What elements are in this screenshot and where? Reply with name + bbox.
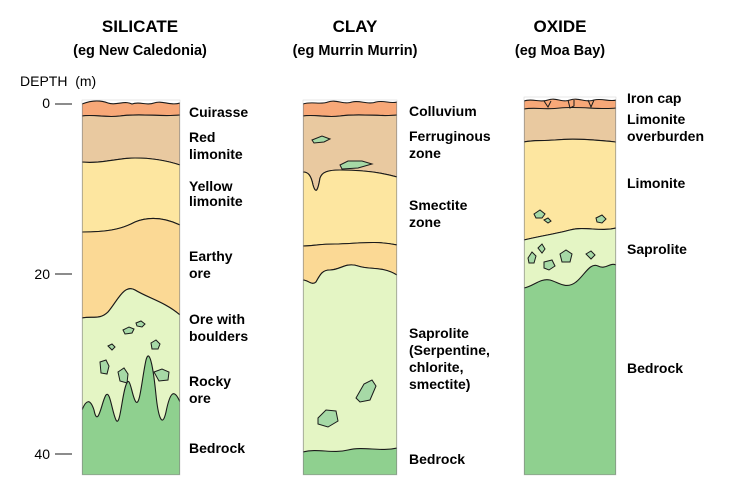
label-smectite-zone: Smectite zone [409, 197, 468, 230]
oxide-subtitle: (eg Moa Bay) [514, 43, 606, 59]
depth-axis-label: DEPTH (m) [20, 73, 97, 89]
label-earthy-ore: Earthy ore [189, 248, 233, 281]
oxide-title: OXIDE [533, 17, 587, 36]
silicate-subtitle: (eg New Caledonia) [73, 43, 207, 59]
label-cuirasse: Cuirasse [189, 104, 249, 120]
silicate-title: SILICATE [101, 17, 179, 36]
label-yellow-limonite: Yellow limonite [189, 178, 243, 209]
label-silicate-bedrock: Bedrock [189, 440, 246, 456]
label-ferruginous-zone: Ferruginous zone [409, 128, 491, 161]
clay-profile [302, 99, 398, 476]
oxide-iron-cap-fragments [543, 99, 595, 109]
label-rocky-ore: Rocky ore [189, 373, 232, 406]
silicate-cuirasse-layer [82, 100, 180, 118]
silicate-profile [81, 99, 181, 476]
silicate-red-limonite-layer [82, 114, 180, 166]
label-iron-cap: Iron cap [627, 90, 682, 106]
depth-tick-marks [55, 103, 72, 455]
label-clay-bedrock: Bedrock [409, 451, 466, 467]
oxide-bedrock-layer [524, 263, 616, 475]
label-colluvium: Colluvium [409, 103, 477, 119]
silicate-bedrock-layer [82, 355, 180, 475]
depth-tick-0: 0 [42, 95, 50, 111]
oxide-limonite-layer [524, 138, 616, 241]
clay-saprolite-layer [303, 264, 397, 475]
depth-tick-20: 20 [34, 266, 50, 282]
oxide-limonite-overburden-layer [524, 103, 616, 143]
label-oxide-bedrock: Bedrock [627, 360, 684, 376]
label-red-limonite: Red limonite [189, 129, 243, 162]
depth-tick-40: 40 [34, 446, 50, 462]
label-limonite-overburden: Limonite overburden [627, 111, 705, 144]
oxide-boulders [527, 209, 607, 271]
clay-title: CLAY [332, 17, 378, 36]
label-oxide-saprolite: Saprolite [627, 241, 687, 257]
silicate-boulders [99, 320, 170, 384]
clay-subtitle: (eg Murrin Murrin) [292, 43, 418, 59]
label-clay-saprolite: Saprolite (Serpentine, chlorite, smectit… [409, 325, 490, 392]
label-limonite: Limonite [627, 175, 686, 191]
oxide-profile [523, 96, 617, 476]
clay-colluvium-layer [303, 100, 397, 118]
clay-bedrock-layer [303, 447, 397, 475]
clay-inclusions [311, 135, 377, 428]
label-ore-with-boulders: Ore with boulders [189, 311, 249, 344]
